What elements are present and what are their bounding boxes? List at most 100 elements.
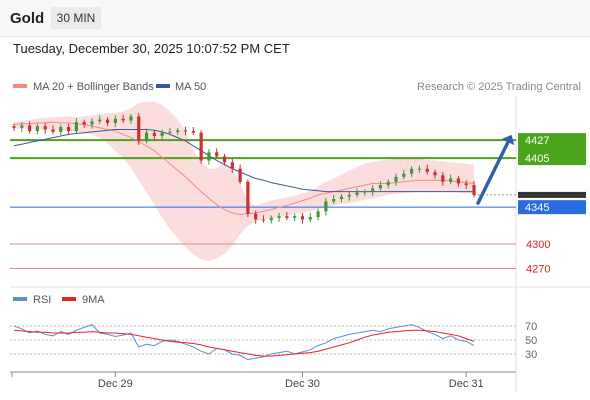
candle xyxy=(207,149,211,165)
candle xyxy=(293,213,297,222)
ma50-line xyxy=(13,129,474,193)
candle xyxy=(113,115,117,127)
rsi-tick-70: 70 xyxy=(525,321,537,333)
level-label-4300: 4300 xyxy=(526,239,550,251)
level-label-4427: 4427 xyxy=(525,135,549,147)
candle xyxy=(137,113,141,145)
candle xyxy=(152,130,156,140)
candle xyxy=(160,129,164,141)
main-legend: MA 20 + Bollinger Bands MA 50 Research ©… xyxy=(13,81,581,93)
bollinger-band-area xyxy=(14,101,474,262)
instrument-title: Gold xyxy=(10,10,45,27)
candle xyxy=(199,130,203,164)
bollinger-band-fill xyxy=(14,101,474,262)
candles xyxy=(12,113,476,224)
candle xyxy=(355,188,359,198)
target-arrow xyxy=(476,134,515,205)
rsi-panel: 70 50 30 xyxy=(10,321,537,361)
x-axis: Dec 29 Dec 30 Dec 31 xyxy=(11,372,484,390)
resistance-box xyxy=(518,133,586,166)
candle xyxy=(277,212,281,222)
candle xyxy=(410,166,414,177)
legend-swatch-rsi xyxy=(13,297,27,301)
candle xyxy=(363,189,367,196)
candle xyxy=(339,194,344,203)
candle xyxy=(246,179,250,217)
candle xyxy=(285,212,289,221)
datetime-label: Tuesday, December 30, 2025 10:07:52 PM C… xyxy=(13,41,290,56)
candle xyxy=(402,169,406,180)
candle xyxy=(129,113,133,124)
candle xyxy=(472,181,476,198)
arrow-head xyxy=(501,134,515,146)
level-label-4345: 4345 xyxy=(525,202,549,214)
candle xyxy=(269,215,273,224)
candle xyxy=(98,115,102,124)
candle xyxy=(316,208,320,221)
legend-swatch-9ma xyxy=(62,297,76,301)
candle xyxy=(59,124,63,136)
legend-swatch-bollinger xyxy=(13,84,27,88)
x-tick-label: Dec 29 xyxy=(98,378,133,390)
candle xyxy=(371,185,375,196)
candle xyxy=(433,169,437,179)
moving-averages xyxy=(13,121,475,216)
chart-header: Gold 30 MIN xyxy=(0,0,590,37)
candle xyxy=(386,179,390,189)
x-tick-label: Dec 31 xyxy=(449,378,484,390)
rsi-tick-50: 50 xyxy=(525,335,537,347)
candle xyxy=(222,154,227,166)
legend-label-9ma: 9MA xyxy=(82,294,105,306)
level-lines: 4300 4270 4427 4405 4345 xyxy=(10,133,586,276)
arrow-shaft xyxy=(476,140,510,205)
candle xyxy=(191,127,195,136)
candle xyxy=(441,172,445,186)
candle xyxy=(90,118,94,129)
candle xyxy=(324,198,328,216)
candle xyxy=(238,164,242,185)
rsi-line xyxy=(13,324,475,361)
candle xyxy=(308,212,312,222)
candle xyxy=(261,215,266,223)
candle xyxy=(27,121,32,134)
candle xyxy=(464,180,468,190)
candle xyxy=(105,117,110,127)
level-label-4405: 4405 xyxy=(525,153,549,165)
x-tick-label: Dec 30 xyxy=(285,378,320,390)
candle xyxy=(215,148,219,159)
level-label-4270: 4270 xyxy=(526,264,550,276)
candle xyxy=(332,194,336,204)
candle xyxy=(43,122,47,134)
candle xyxy=(230,158,234,173)
candle xyxy=(425,164,429,175)
timeframe-button[interactable]: 30 MIN xyxy=(51,7,101,29)
rsi-tick-30: 30 xyxy=(525,349,537,361)
ma20-line xyxy=(13,121,475,216)
candle xyxy=(300,212,305,224)
legend-label-bollinger: MA 20 + Bollinger Bands xyxy=(33,81,154,93)
candle xyxy=(394,173,398,186)
legend-swatch-ma50 xyxy=(156,84,170,88)
copyright-text: Research © 2025 Trading Central xyxy=(417,81,581,93)
candle xyxy=(82,119,86,128)
candle xyxy=(449,174,453,185)
candle xyxy=(417,165,422,173)
candle xyxy=(254,210,258,224)
candle xyxy=(168,127,172,136)
candle xyxy=(74,118,78,134)
candle xyxy=(183,127,188,136)
candle xyxy=(176,127,180,136)
legend-label-ma50: MA 50 xyxy=(175,81,206,93)
candle xyxy=(35,123,39,135)
candle xyxy=(456,176,461,187)
pivot-box xyxy=(518,200,586,215)
candle xyxy=(12,123,16,132)
candle xyxy=(347,191,351,201)
candle xyxy=(51,125,55,135)
last-price-marker xyxy=(518,191,586,198)
candle xyxy=(378,181,383,191)
candle xyxy=(20,122,24,132)
rsi-ma9-line xyxy=(13,329,475,357)
legend-label-rsi: RSI xyxy=(33,294,51,306)
candle xyxy=(66,123,71,136)
